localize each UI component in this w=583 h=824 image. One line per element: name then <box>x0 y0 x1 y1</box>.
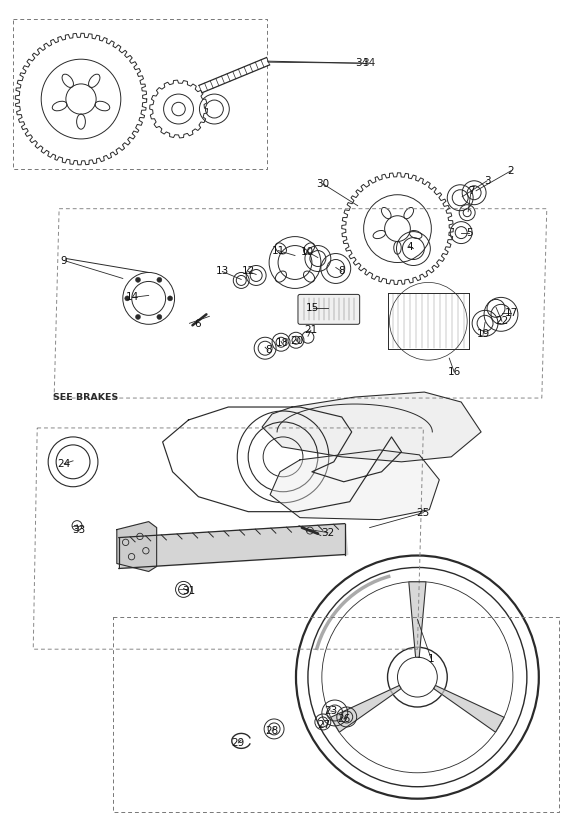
Text: 23: 23 <box>324 706 338 716</box>
Text: 15: 15 <box>306 303 319 313</box>
Text: 4: 4 <box>406 241 413 251</box>
FancyBboxPatch shape <box>298 294 360 325</box>
Text: 14: 14 <box>126 293 139 302</box>
Text: 10: 10 <box>300 246 314 256</box>
Text: 8: 8 <box>265 345 272 355</box>
Polygon shape <box>119 523 347 569</box>
Polygon shape <box>117 522 157 572</box>
Circle shape <box>157 315 162 320</box>
Text: 30: 30 <box>317 179 329 189</box>
Text: 25: 25 <box>417 508 430 517</box>
Polygon shape <box>262 392 481 461</box>
Text: 17: 17 <box>504 308 518 318</box>
Text: 28: 28 <box>265 726 279 736</box>
Text: SEE BRAKES: SEE BRAKES <box>53 393 118 402</box>
Text: 24: 24 <box>58 459 71 469</box>
Polygon shape <box>409 582 426 658</box>
Text: 21: 21 <box>304 325 318 335</box>
Circle shape <box>135 278 141 283</box>
Text: 29: 29 <box>231 737 245 748</box>
Text: 5: 5 <box>466 227 472 237</box>
Text: 19: 19 <box>476 330 490 339</box>
Text: 33: 33 <box>72 525 86 535</box>
Circle shape <box>125 296 130 301</box>
Text: 32: 32 <box>321 527 335 537</box>
Text: 11: 11 <box>272 246 285 255</box>
Text: 3: 3 <box>484 176 490 185</box>
Text: 20: 20 <box>290 336 304 346</box>
Text: 7: 7 <box>468 185 475 196</box>
Text: 22: 22 <box>496 316 508 326</box>
Text: 27: 27 <box>317 720 331 730</box>
Text: 26: 26 <box>337 714 350 724</box>
Polygon shape <box>331 686 401 733</box>
Polygon shape <box>270 450 440 520</box>
Text: 9: 9 <box>61 255 68 265</box>
Text: 34: 34 <box>355 59 368 68</box>
Polygon shape <box>434 686 504 733</box>
Text: 13: 13 <box>216 266 229 277</box>
Text: 8: 8 <box>339 266 345 277</box>
Text: 6: 6 <box>194 319 201 330</box>
Text: 31: 31 <box>182 587 195 597</box>
Circle shape <box>157 278 162 283</box>
Circle shape <box>135 315 141 320</box>
Text: 18: 18 <box>275 338 289 349</box>
Text: 12: 12 <box>241 266 255 277</box>
Circle shape <box>167 296 173 301</box>
Text: 34: 34 <box>361 59 375 68</box>
Text: 2: 2 <box>508 166 514 176</box>
Text: 1: 1 <box>428 654 435 664</box>
Text: 16: 16 <box>448 368 461 377</box>
